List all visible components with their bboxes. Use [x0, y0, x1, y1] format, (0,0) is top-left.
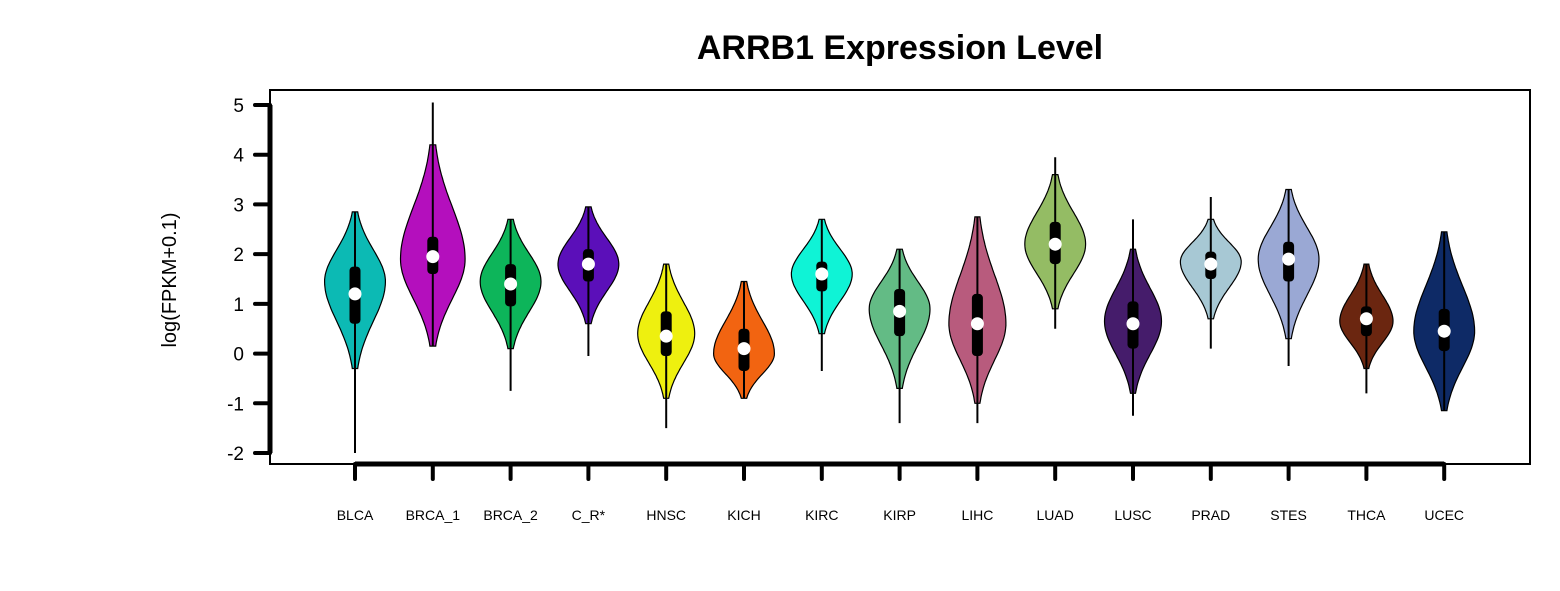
y-tick-label: -2	[227, 444, 244, 465]
violin-c-r-	[557, 206, 620, 357]
violin-median-point	[504, 277, 518, 291]
x-tick-label: KIRP	[883, 507, 916, 523]
violin-median-point	[348, 287, 362, 301]
x-tick-label: KIRC	[805, 507, 838, 523]
violin-median-point	[1282, 252, 1296, 266]
violin-luad	[1024, 157, 1087, 329]
violin-median-point	[815, 267, 829, 281]
x-axis: BLCA BRCA_1 BRCA_2 C_R* HNSC KICH KIRC KIRP LIHC…	[337, 461, 1464, 523]
violin-median-point	[1204, 257, 1218, 271]
violin-hnsc	[637, 263, 696, 429]
violin-brca-1	[399, 102, 466, 347]
violin-median-point	[1048, 237, 1062, 251]
x-tick-label: BRCA_2	[483, 507, 538, 523]
chart-title: ARRB1 Expression Level	[697, 29, 1103, 67]
violin-median-point	[426, 250, 440, 264]
x-tick-label: LIHC	[961, 507, 993, 523]
violin-lusc	[1103, 219, 1163, 416]
y-axis: -2 -1 0 1 2 3 4 5	[227, 96, 273, 465]
violin-kirp	[868, 248, 931, 424]
y-tick-label: 4	[233, 146, 244, 167]
y-tick-label: 1	[233, 295, 244, 316]
violin-stes	[1257, 188, 1320, 366]
x-tick-label: THCA	[1347, 507, 1386, 523]
violin-median-point	[737, 342, 751, 356]
violin-median-point	[1437, 324, 1451, 338]
y-tick-label: 3	[233, 195, 244, 216]
y-tick-label: 0	[233, 345, 244, 366]
violin-median-point	[1359, 312, 1373, 326]
x-tick-label: HNSC	[646, 507, 686, 523]
violin-brca-2	[479, 218, 542, 391]
y-tick-label: 5	[233, 96, 244, 117]
violin-kirc	[790, 218, 853, 371]
violin-median-point	[1126, 317, 1140, 331]
violin-prad	[1179, 196, 1242, 349]
violin-median-point	[659, 329, 673, 343]
x-tick-label: PRAD	[1191, 507, 1230, 523]
violins	[324, 102, 1476, 453]
violin-median-point	[581, 257, 595, 271]
y-axis-label: log(FPKM+0.1)	[159, 212, 181, 347]
y-tick-label: 2	[233, 245, 244, 266]
x-tick-label: BRCA_1	[406, 507, 461, 523]
x-tick-label: BLCA	[337, 507, 374, 523]
violin-thca	[1339, 263, 1394, 394]
x-tick-label: LUAD	[1037, 507, 1074, 523]
x-tick-label: C_R*	[572, 507, 606, 523]
x-tick-label: LUSC	[1114, 507, 1151, 523]
x-tick-label: KICH	[727, 507, 760, 523]
violin-blca	[324, 211, 386, 453]
x-tick-label: UCEC	[1424, 507, 1464, 523]
y-tick-label: -1	[227, 394, 244, 415]
violin-median-point	[893, 304, 907, 318]
violin-ucec	[1413, 231, 1476, 412]
x-tick-label: STES	[1270, 507, 1307, 523]
violin-lihc	[948, 216, 1007, 424]
violin-median-point	[970, 317, 984, 331]
violin-kich	[712, 280, 776, 399]
